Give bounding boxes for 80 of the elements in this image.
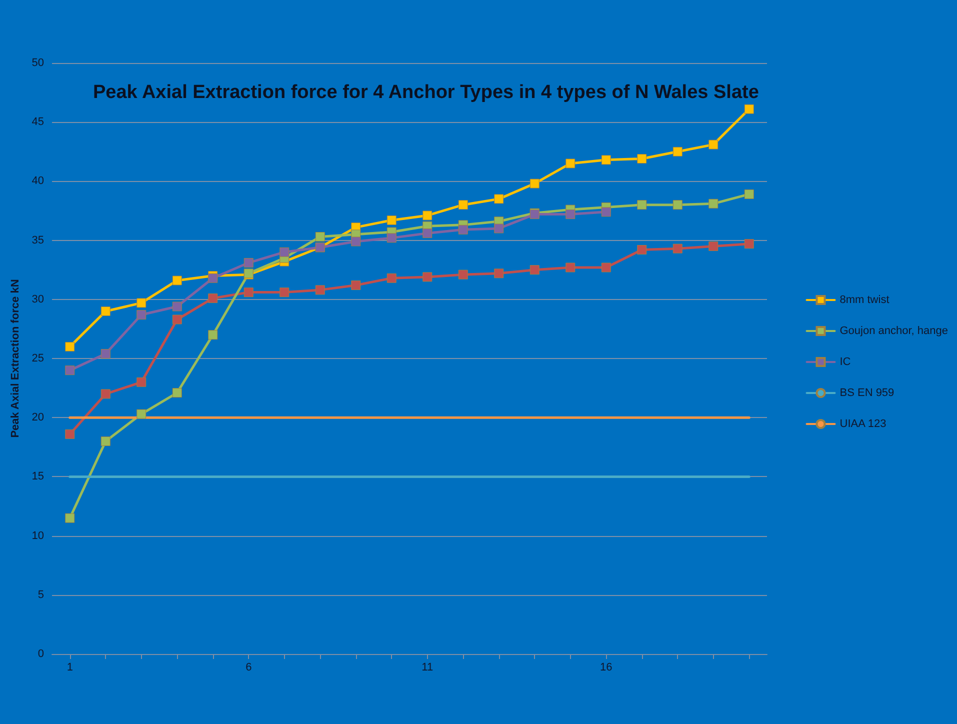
point (172, 302, 182, 312)
y-axis-title: Peak Axial Extraction force kN (9, 279, 22, 438)
point (136, 310, 146, 320)
point (744, 239, 754, 249)
x-tick-label: 1 (66, 662, 73, 674)
point (422, 210, 432, 220)
point (637, 245, 647, 255)
y-tick-label: 20 (32, 412, 44, 424)
point (208, 293, 218, 303)
point (744, 104, 754, 114)
legend-label: BS EN 959 (840, 387, 894, 399)
point (100, 436, 110, 446)
y-tick-label: 15 (32, 470, 44, 483)
legend-label: UIAA 123 (840, 418, 886, 430)
point (458, 224, 468, 234)
point (386, 215, 396, 225)
point (494, 268, 504, 278)
point (136, 298, 146, 308)
point (672, 244, 682, 254)
text: Peak Axial Extraction force for 4 Anchor Types in 4 types of N Wales Slate (93, 82, 759, 103)
point (494, 224, 504, 234)
point (530, 265, 540, 275)
y-tick-label: 25 (32, 352, 44, 364)
point (386, 273, 396, 283)
point (530, 178, 540, 188)
point (244, 258, 254, 268)
point (672, 200, 682, 210)
point (637, 200, 647, 210)
point (458, 270, 468, 280)
x-tick-label: 6 (246, 662, 252, 674)
point (136, 377, 146, 387)
x-tick-label: 16 (600, 662, 612, 674)
point (708, 241, 718, 251)
point (422, 228, 432, 238)
point (208, 330, 218, 340)
point (601, 155, 611, 165)
point (172, 276, 182, 286)
y-tick-label: 40 (32, 175, 44, 188)
point (494, 194, 504, 204)
point (744, 189, 754, 199)
point (351, 236, 361, 246)
y-tick-label: 30 (32, 293, 44, 306)
point (566, 210, 576, 220)
x-tick-label: 11 (422, 662, 434, 674)
point (65, 513, 75, 523)
y-tick-label: 45 (32, 116, 44, 128)
point (422, 272, 432, 282)
point (708, 198, 718, 208)
point (65, 342, 75, 352)
point (244, 288, 254, 298)
legend-label: 8mm twist (840, 294, 890, 306)
point (708, 140, 718, 150)
y-tick-label: 10 (32, 530, 44, 542)
point (65, 366, 75, 376)
point (601, 207, 611, 217)
point (351, 280, 361, 290)
point (601, 262, 611, 272)
point (315, 232, 325, 242)
point (100, 306, 110, 316)
y-tick-label: 35 (32, 234, 44, 246)
point (386, 233, 396, 243)
point (172, 314, 182, 324)
point (100, 349, 110, 359)
point (65, 429, 75, 439)
point (566, 262, 576, 272)
point (172, 388, 182, 398)
point (136, 409, 146, 419)
y-tick-label: 5 (38, 588, 44, 601)
point (315, 285, 325, 295)
point (672, 146, 682, 156)
point (280, 247, 290, 257)
legend-label: Goujon anchor, hange (840, 325, 948, 337)
point (637, 154, 647, 164)
point (100, 389, 110, 399)
legend-label: IC (840, 356, 851, 368)
y-tick-label: 0 (38, 648, 44, 660)
point (458, 200, 468, 210)
point (280, 288, 290, 298)
y-tick-label: 50 (32, 57, 44, 69)
point (566, 158, 576, 168)
